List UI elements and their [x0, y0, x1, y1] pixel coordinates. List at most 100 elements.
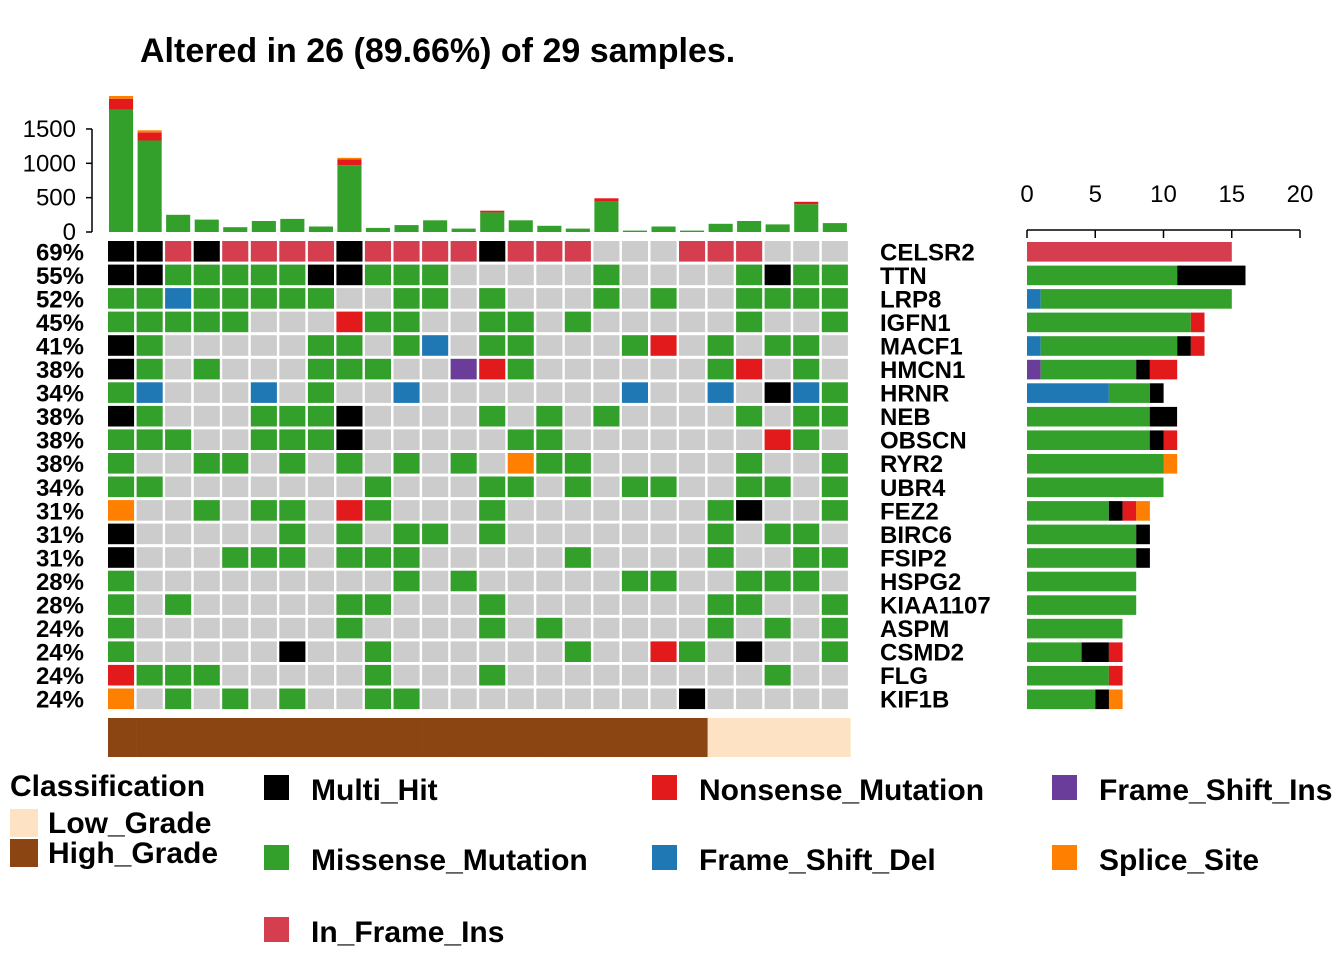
grid-cell [193, 264, 220, 286]
grid-cell [450, 241, 477, 262]
grid-cell [393, 570, 420, 592]
tmb-bar [537, 225, 562, 232]
grid-cell [222, 405, 249, 427]
grid-cell [650, 405, 677, 427]
grid-cell [564, 264, 591, 286]
grid-cell [593, 358, 620, 380]
grid-cell [364, 570, 391, 592]
grid-cell [393, 594, 420, 615]
grid-cell [507, 311, 534, 333]
grid-cell [764, 288, 791, 309]
gene-bar-segment [1177, 336, 1191, 356]
grid-cell [593, 523, 620, 545]
percent-label: 34% [36, 381, 84, 408]
grid-cell [364, 476, 391, 498]
chart-title: Altered in 26 (89.66%) of 29 samples. [140, 32, 735, 70]
grid-cell [336, 523, 363, 545]
gene-bar-segment [1027, 665, 1109, 686]
grid-cell [764, 264, 791, 286]
grid-cell [593, 570, 620, 592]
grid-cell [536, 476, 563, 498]
gene-bar-segment [1027, 242, 1232, 262]
grid-cell [764, 453, 791, 474]
annotation-cell [821, 718, 851, 757]
grid-cell [222, 500, 249, 521]
grid-cell [165, 617, 192, 639]
grid-cell [422, 688, 449, 710]
grid-cell [593, 429, 620, 450]
annotation-cell [250, 718, 280, 757]
grid-cell [108, 429, 135, 450]
grid-cell [764, 664, 791, 686]
grid-cell [222, 358, 249, 380]
grid-cell [165, 453, 192, 474]
grid-cell [250, 594, 277, 615]
classification-annotation [108, 718, 851, 757]
grid-cell [707, 617, 734, 639]
grid-cell [821, 311, 848, 333]
grid-cell [193, 570, 220, 592]
tmb-bar [708, 223, 733, 232]
gene-label: NEB [880, 404, 931, 431]
grid-cell [108, 405, 135, 427]
grid-cell [650, 382, 677, 403]
grid-cell [450, 664, 477, 686]
percent-label: 31% [36, 522, 84, 549]
grid-cell [250, 641, 277, 662]
percent-label: 31% [36, 545, 84, 572]
grid-cell [479, 594, 506, 615]
grid-cell [593, 617, 620, 639]
grid-cell [165, 570, 192, 592]
tmb-bar [680, 230, 705, 232]
grid-cell [821, 617, 848, 639]
grid-cell [307, 570, 334, 592]
tmb-bar [651, 226, 676, 232]
grid-cell [279, 641, 306, 662]
grid-cell [621, 405, 648, 427]
grid-cell [479, 688, 506, 710]
grid-cell [679, 382, 706, 403]
grid-cell [479, 617, 506, 639]
grid-cell [507, 617, 534, 639]
variant-label: Multi_Hit [311, 774, 438, 807]
grid-cell [650, 311, 677, 333]
gene-bar-segment [1027, 477, 1164, 498]
grid-cell [193, 500, 220, 521]
grid-cell [593, 311, 620, 333]
grid-cell [222, 617, 249, 639]
grid-cell [536, 641, 563, 662]
grid-cell [250, 476, 277, 498]
grid-cell [621, 570, 648, 592]
tmb-bar [423, 220, 448, 232]
gene-bar-segment [1027, 548, 1137, 568]
grid-cell [479, 570, 506, 592]
grid-cell [564, 617, 591, 639]
grid-cell [564, 547, 591, 568]
grid-cell [422, 453, 449, 474]
grid-cell [621, 641, 648, 662]
grid-cell [707, 429, 734, 450]
grid-cell [222, 664, 249, 686]
grid-cell [679, 264, 706, 286]
percent-label: 52% [36, 286, 84, 313]
grid-cell [336, 664, 363, 686]
grid-cell [279, 453, 306, 474]
percent-label: 24% [36, 640, 84, 667]
grid-cell [450, 453, 477, 474]
grid-cell [393, 264, 420, 286]
percent-label: 38% [36, 404, 84, 431]
grid-cell [165, 547, 192, 568]
grid-cell [222, 429, 249, 450]
grid-cell [564, 476, 591, 498]
grid-cell [336, 311, 363, 333]
gene-bar-segment [1163, 454, 1178, 474]
grid-cell [307, 264, 334, 286]
grid-cell [679, 523, 706, 545]
gene-label: KIAA1107 [880, 593, 991, 620]
grid-cell [336, 570, 363, 592]
grid-cell [507, 547, 534, 568]
grid-cell [621, 241, 648, 262]
percent-label: 24% [36, 616, 84, 643]
grid-cell [621, 382, 648, 403]
grid-cell [165, 335, 192, 356]
